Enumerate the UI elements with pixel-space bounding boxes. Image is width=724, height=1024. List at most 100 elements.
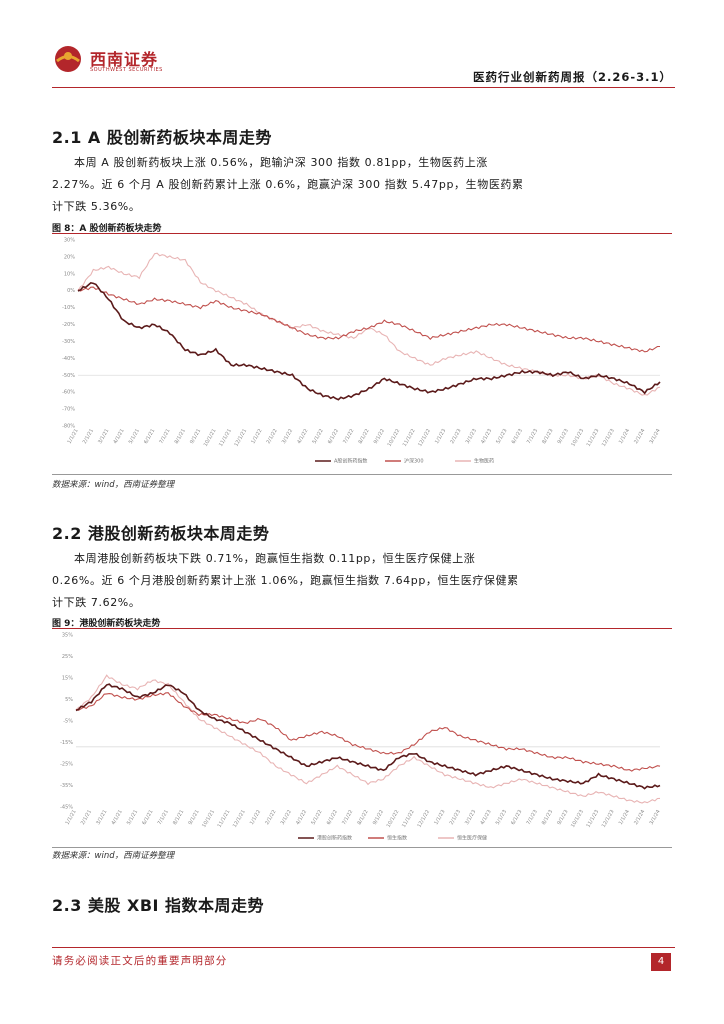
legend-label: 恒生医疗保健 (457, 835, 487, 842)
brand-logo: 西南证券 SOUTHWEST SECURITIES (52, 42, 202, 76)
figure-source-9: 数据来源：wind，西南证券整理 (52, 851, 175, 861)
x-tick-label: 2/1/21 (82, 428, 95, 445)
footer-disclaimer: 请务必阅读正文后的重要声明部分 (52, 955, 228, 967)
section-title-a-share: 2.1 A 股创新药板块本周走势 (52, 128, 272, 147)
x-tick-label: 11/1/22 (402, 428, 417, 448)
section-paragraph-a-share: 本周 A 股创新药板块上涨 0.56%，跑输沪深 300 指数 0.81pp，生… (52, 156, 524, 213)
legend-label: 恒生指数 (387, 835, 407, 842)
x-tick-label: 5/1/21 (126, 809, 139, 826)
x-tick-label: 4/1/21 (112, 428, 125, 445)
y-tick-label: -35% (60, 783, 73, 789)
page-number: 4 (651, 953, 671, 971)
x-tick-label: 3/1/21 (97, 428, 110, 445)
x-tick-label: 6/1/23 (510, 809, 523, 826)
y-tick-label: -10% (62, 305, 75, 311)
figure-top-rule (52, 628, 672, 629)
legend-label: 港股创新药指数 (317, 835, 352, 842)
x-tick-label: 3/1/23 (465, 428, 478, 445)
x-tick-label: 5/1/23 (495, 428, 508, 445)
x-tick-label: 6/1/21 (143, 428, 156, 445)
figure-source-8: 数据来源：wind，西南证券整理 (52, 480, 175, 490)
y-tick-label: -20% (62, 322, 75, 328)
x-tick-label: 2/1/24 (633, 428, 646, 445)
x-tick-label: 1/1/22 (250, 428, 263, 445)
y-tick-label: 5% (65, 697, 73, 703)
x-tick-label: 11/1/22 (401, 809, 416, 829)
x-tick-label: 12/1/23 (601, 428, 616, 448)
y-tick-label: -30% (62, 339, 75, 345)
series-line (75, 692, 661, 772)
x-tick-label: 11/1/23 (585, 809, 600, 829)
y-tick-label: 0% (67, 288, 75, 294)
x-tick-label: 1/1/21 (64, 809, 77, 826)
figure-bottom-rule (52, 847, 672, 848)
y-tick-label: -25% (60, 762, 73, 768)
x-tick-label: 8/1/21 (172, 809, 185, 826)
x-tick-label: 1/1/23 (434, 428, 447, 445)
x-tick-label: 3/1/23 (464, 809, 477, 826)
x-tick-label: 10/1/23 (570, 428, 585, 448)
x-tick-label: 5/1/21 (128, 428, 141, 445)
x-tick-label: 11/1/23 (586, 428, 601, 448)
x-tick-label: 12/1/23 (601, 809, 616, 829)
x-tick-label: 9/1/23 (557, 428, 570, 445)
x-tick-label: 7/1/22 (341, 809, 354, 826)
legend-label: 沪深300 (404, 458, 424, 465)
x-tick-label: 3/1/24 (648, 809, 661, 826)
x-tick-label: 10/1/22 (387, 428, 402, 448)
series-line (77, 252, 661, 396)
x-tick-label: 9/1/21 (187, 809, 200, 826)
x-tick-label: 12/1/21 (233, 428, 248, 448)
x-tick-label: 6/1/21 (141, 809, 154, 826)
series-line (75, 683, 661, 790)
x-tick-label: 6/1/23 (511, 428, 524, 445)
x-tick-label: 3/1/22 (281, 428, 294, 445)
x-tick-label: 5/1/22 (310, 809, 323, 826)
x-tick-label: 11/1/21 (217, 809, 232, 829)
x-tick-label: 8/1/23 (541, 428, 554, 445)
footer-divider (52, 947, 675, 948)
logo-icon (55, 46, 81, 72)
logo-name: 西南证券 (90, 50, 159, 69)
x-tick-label: 1/1/24 (618, 809, 631, 826)
x-tick-label: 10/1/21 (201, 809, 216, 829)
x-tick-label: 9/1/21 (189, 428, 202, 445)
y-tick-label: 15% (62, 676, 73, 682)
section-title-xbi: 2.3 美股 XBI 指数本周走势 (52, 896, 265, 915)
x-tick-label: 3/1/22 (280, 809, 293, 826)
y-tick-label: -40% (62, 356, 75, 362)
x-tick-label: 4/1/22 (295, 809, 308, 826)
x-tick-label: 7/1/23 (526, 809, 539, 826)
x-tick-label: 2/1/23 (449, 428, 462, 445)
legend-label: A股创新药指数 (334, 458, 367, 465)
figure-top-rule (52, 233, 672, 234)
x-tick-label: 9/1/22 (373, 428, 386, 445)
section-paragraph-hk: 本周港股创新药板块下跌 0.71%，跑赢恒生指数 0.11pp，恒生医疗保健上涨… (52, 552, 519, 609)
x-tick-label: 12/1/22 (416, 809, 431, 829)
x-tick-label: 6/1/22 (327, 428, 340, 445)
x-tick-label: 12/1/21 (232, 809, 247, 829)
series-line (75, 674, 661, 804)
x-tick-label: 10/1/21 (203, 428, 218, 448)
x-tick-label: 9/1/23 (556, 809, 569, 826)
x-tick-label: 2/1/24 (633, 809, 646, 826)
x-tick-label: 2/1/22 (264, 809, 277, 826)
header-divider (52, 87, 675, 88)
x-tick-label: 1/1/22 (249, 809, 262, 826)
figure-title-9: 图 9：港股创新药板块走势 (52, 619, 161, 629)
x-tick-label: 8/1/23 (541, 809, 554, 826)
x-tick-label: 4/1/23 (479, 809, 492, 826)
x-tick-label: 1/1/23 (433, 809, 446, 826)
figure-bottom-rule (52, 474, 672, 475)
x-tick-label: 4/1/22 (296, 428, 309, 445)
x-tick-label: 4/1/21 (111, 809, 124, 826)
x-tick-label: 5/1/22 (312, 428, 325, 445)
x-tick-label: 12/1/22 (417, 428, 432, 448)
y-tick-label: -80% (62, 424, 75, 430)
y-tick-label: 25% (62, 654, 73, 660)
x-tick-label: 1/1/21 (66, 428, 79, 445)
x-tick-label: 10/1/23 (570, 809, 585, 829)
a-share-chart: 30% 20% 10% 0% -10% -20% -30% -40% -50% -60% -70% -… (62, 238, 662, 465)
report-title: 医药行业创新药周报（2.26-3.1） (472, 70, 672, 84)
y-tick-label: 20% (64, 254, 75, 260)
